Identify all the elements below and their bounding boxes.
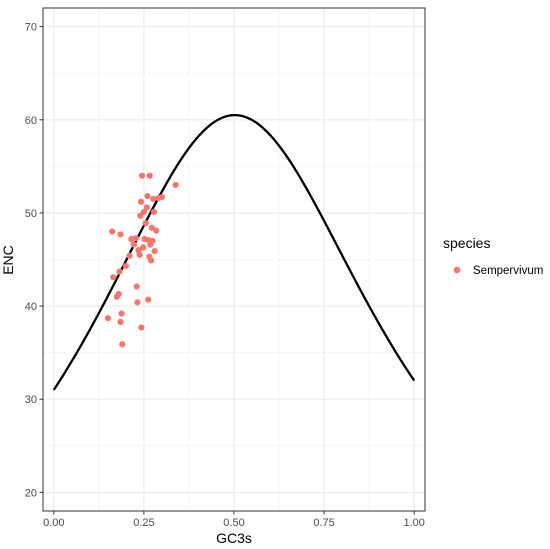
data-point xyxy=(140,244,147,251)
data-point xyxy=(139,172,146,179)
x-axis-title: GC3s xyxy=(216,530,252,546)
data-point xyxy=(118,310,125,317)
data-point xyxy=(117,318,124,326)
data-point xyxy=(130,241,137,248)
data-point xyxy=(117,231,124,238)
x-tick-label: 0.25 xyxy=(133,517,154,529)
data-point xyxy=(149,237,156,244)
x-tick-label: 0.00 xyxy=(43,517,64,529)
x-tick-label: 0.50 xyxy=(223,517,244,529)
data-point xyxy=(109,228,116,235)
y-tick-label: 70 xyxy=(25,22,37,34)
data-point xyxy=(132,234,140,242)
y-axis-ticks: 20 30 40 50 60 70 xyxy=(25,22,43,499)
data-point xyxy=(110,274,117,281)
data-point xyxy=(134,299,141,306)
data-point xyxy=(145,296,152,303)
grid-major xyxy=(43,8,425,511)
expected-curve-layer xyxy=(52,113,416,391)
y-axis-title: ENC xyxy=(0,245,16,275)
data-point xyxy=(119,341,126,348)
data-point xyxy=(140,208,148,216)
expected-enc-curve xyxy=(52,113,416,391)
data-point xyxy=(150,208,158,216)
data-point xyxy=(150,195,157,203)
data-point xyxy=(122,262,129,270)
data-point xyxy=(138,324,145,331)
data-point xyxy=(133,283,140,290)
data-point xyxy=(144,193,151,200)
x-axis-ticks: 0.00 0.25 0.50 0.75 1.00 xyxy=(43,511,425,529)
data-point xyxy=(172,181,179,189)
x-tick-label: 0.75 xyxy=(313,517,334,529)
data-point xyxy=(104,315,111,322)
data-point xyxy=(116,268,123,275)
legend: species Sempervivum xyxy=(443,235,543,277)
y-tick-label: 20 xyxy=(25,487,37,499)
data-point xyxy=(136,251,143,258)
data-point xyxy=(126,252,133,259)
data-point xyxy=(115,290,122,298)
data-point xyxy=(128,235,135,243)
data-point xyxy=(142,220,149,227)
data-point xyxy=(151,248,158,255)
y-tick-label: 60 xyxy=(25,115,37,127)
legend-key-sempervivum xyxy=(453,266,461,274)
data-point xyxy=(148,257,155,264)
data-point xyxy=(158,193,166,201)
legend-label-sempervivum: Sempervivum xyxy=(473,265,543,277)
legend-title: species xyxy=(443,235,490,251)
data-point xyxy=(135,247,142,254)
data-point xyxy=(146,172,153,179)
y-tick-label: 30 xyxy=(25,394,37,406)
y-tick-label: 50 xyxy=(25,208,37,220)
x-tick-label: 1.00 xyxy=(403,517,424,529)
data-point xyxy=(153,227,160,234)
points-layer xyxy=(104,172,179,348)
data-point xyxy=(143,204,150,211)
y-tick-label: 40 xyxy=(25,301,37,313)
data-point xyxy=(137,198,145,205)
